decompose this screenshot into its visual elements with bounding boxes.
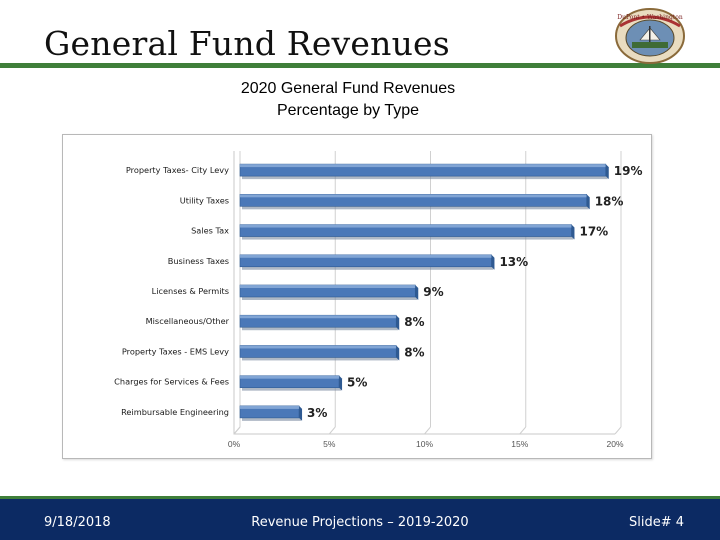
slide-title: General Fund Revenues — [44, 24, 450, 63]
category-label: Business Taxes — [168, 256, 229, 266]
bar-highlight — [240, 224, 572, 228]
bar-highlight — [240, 164, 606, 168]
category-label: Charges for Services & Fees — [114, 377, 229, 387]
logo-text: DuPont • Washington — [617, 14, 683, 21]
gridline-floor — [614, 426, 622, 435]
bar-highlight — [240, 345, 397, 349]
bar-end-cap — [605, 164, 609, 180]
category-label: Utility Taxes — [180, 195, 229, 205]
category-label: Property Taxes - EMS Levy — [122, 346, 229, 356]
slide-number: Slide# 4 — [628, 515, 684, 530]
data-label: 3% — [307, 406, 327, 420]
data-label: 18% — [595, 194, 624, 208]
data-label: 9% — [423, 285, 443, 299]
bar-highlight — [240, 405, 300, 409]
bar-end-cap — [571, 224, 575, 240]
bar-end-cap — [299, 405, 303, 421]
bar-highlight — [240, 285, 416, 288]
x-tick-label: 15% — [511, 439, 528, 449]
category-label: Property Taxes- City Levy — [126, 165, 229, 175]
chart-title-line2: Percentage by Type — [276, 102, 420, 119]
gridline-floor — [424, 426, 431, 435]
chart-frame: 0% 5% 10% 15% 20% Property Taxes- City Levy 19… — [62, 134, 652, 459]
bar-end-cap — [339, 375, 343, 391]
bar-highlight — [240, 194, 587, 198]
x-tick-label: 10% — [416, 439, 433, 449]
data-label: 8% — [404, 345, 424, 359]
footer-date: 9/18/2018 — [44, 515, 111, 530]
data-label: 19% — [614, 164, 643, 178]
bar-end-cap — [396, 315, 400, 331]
data-label: 8% — [404, 315, 424, 329]
category-label: Licenses & Permits — [152, 286, 229, 296]
bar-highlight — [240, 375, 340, 379]
footer-bar: 9/18/2018 Revenue Projections – 2019-202… — [0, 496, 720, 540]
bar-end-cap — [396, 345, 400, 361]
title-rule — [0, 63, 720, 68]
chart-title-line1: 2020 General Fund Revenues — [240, 80, 456, 97]
data-label: 13% — [499, 255, 528, 269]
gridline-floor — [233, 426, 241, 435]
bar-end-cap — [491, 254, 495, 270]
data-label: 17% — [579, 225, 608, 239]
category-label: Sales Tax — [191, 226, 229, 236]
bar-end-cap — [415, 285, 419, 300]
category-label: Reimbursable Engineering — [121, 407, 229, 417]
bar-end-cap — [586, 194, 590, 210]
x-tick-label: 20% — [606, 439, 623, 449]
bar-chart: 0% 5% 10% 15% 20% Property Taxes- City Levy 19… — [114, 151, 643, 449]
bar-highlight — [240, 254, 492, 258]
data-label: 5% — [347, 376, 367, 390]
city-seal-logo: DuPont • Washington — [615, 8, 685, 64]
gridline-floor — [519, 426, 527, 435]
gridline-floor — [328, 426, 336, 435]
bar-highlight — [240, 315, 397, 319]
x-tick-label: 5% — [323, 439, 336, 449]
x-tick-label: 0% — [228, 439, 241, 449]
category-label: Miscellaneous/Other — [146, 316, 230, 326]
